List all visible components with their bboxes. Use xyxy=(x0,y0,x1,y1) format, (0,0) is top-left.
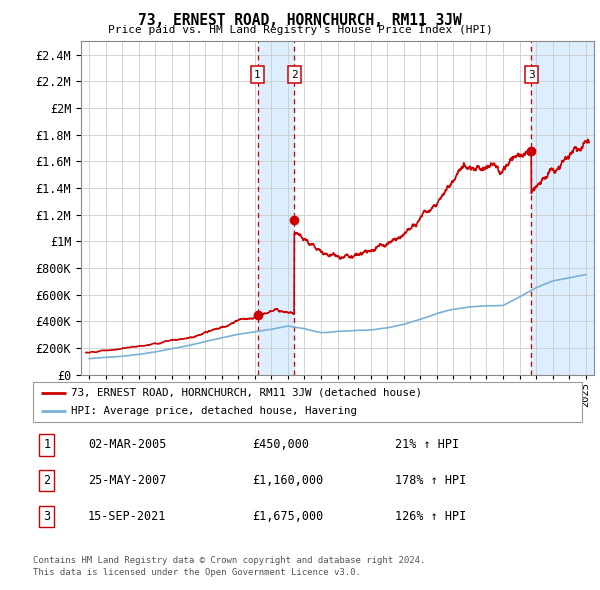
Text: Price paid vs. HM Land Registry's House Price Index (HPI): Price paid vs. HM Land Registry's House … xyxy=(107,25,493,35)
FancyBboxPatch shape xyxy=(33,382,582,422)
Bar xyxy=(531,41,594,375)
Text: 3: 3 xyxy=(528,70,535,80)
Text: £450,000: £450,000 xyxy=(253,438,310,451)
Text: 1: 1 xyxy=(254,70,261,80)
Text: 2: 2 xyxy=(291,70,298,80)
Text: 02-MAR-2005: 02-MAR-2005 xyxy=(88,438,166,451)
Text: HPI: Average price, detached house, Havering: HPI: Average price, detached house, Have… xyxy=(71,406,358,416)
Text: £1,160,000: £1,160,000 xyxy=(253,474,324,487)
Text: 1: 1 xyxy=(43,438,50,451)
Bar xyxy=(257,41,295,375)
Text: 126% ↑ HPI: 126% ↑ HPI xyxy=(395,510,467,523)
Text: Contains HM Land Registry data © Crown copyright and database right 2024.: Contains HM Land Registry data © Crown c… xyxy=(33,556,425,565)
Text: 73, ERNEST ROAD, HORNCHURCH, RM11 3JW: 73, ERNEST ROAD, HORNCHURCH, RM11 3JW xyxy=(138,13,462,28)
Text: 2: 2 xyxy=(43,474,50,487)
Text: 15-SEP-2021: 15-SEP-2021 xyxy=(88,510,166,523)
Text: 178% ↑ HPI: 178% ↑ HPI xyxy=(395,474,467,487)
Text: 3: 3 xyxy=(43,510,50,523)
Text: £1,675,000: £1,675,000 xyxy=(253,510,324,523)
Text: This data is licensed under the Open Government Licence v3.0.: This data is licensed under the Open Gov… xyxy=(33,568,361,576)
Text: 21% ↑ HPI: 21% ↑ HPI xyxy=(395,438,460,451)
Text: 73, ERNEST ROAD, HORNCHURCH, RM11 3JW (detached house): 73, ERNEST ROAD, HORNCHURCH, RM11 3JW (d… xyxy=(71,388,422,398)
Text: 25-MAY-2007: 25-MAY-2007 xyxy=(88,474,166,487)
